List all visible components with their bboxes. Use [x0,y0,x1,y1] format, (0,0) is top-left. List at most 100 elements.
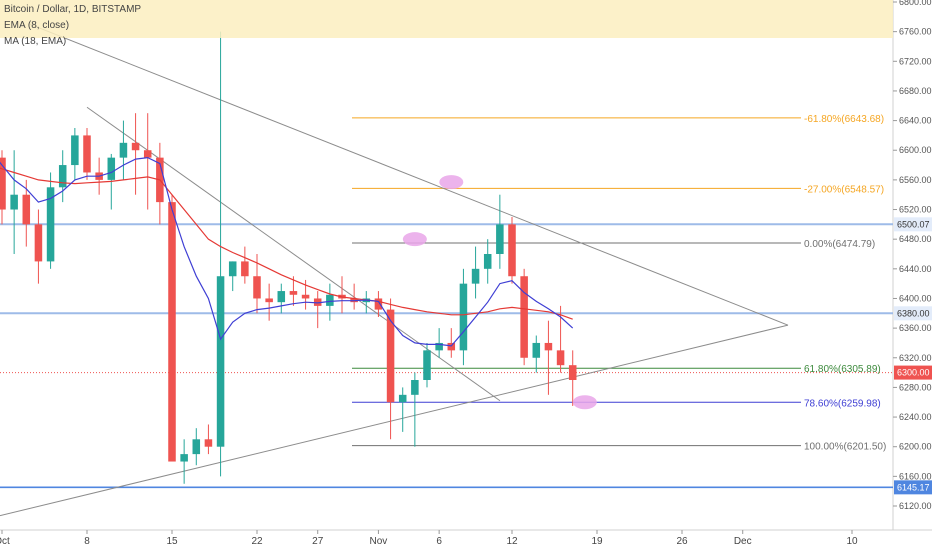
y-tick-label: 6600.00 [899,145,932,155]
current-price-tag [894,365,932,380]
x-tick-label: 22 [251,536,263,547]
inner-trendline [86,106,501,402]
candle-body [192,439,201,455]
candle-body [398,394,407,403]
candle-body [180,454,188,462]
x-tick-label: 19 [591,536,603,547]
candle-body [0,157,6,210]
candle-body [374,298,383,310]
y-tick-label: 6320.00 [899,353,932,363]
fib-level-label: -61.80%(6643.68) [804,114,884,125]
candle-body [520,276,528,358]
fib-level-label: 100.00%(6201.50) [804,442,886,453]
fib-level-label: -27.00%(6548.57) [804,184,884,195]
highlight-marker [402,232,427,247]
candle-body [386,309,395,403]
candle-body [568,365,577,380]
candle-body [168,202,176,462]
y-tick-label: 6360.00 [899,323,932,333]
fib-level-label: 61.80%(6305.89) [804,364,881,375]
y-tick-label: 6160.00 [899,471,932,481]
fib-level-label: 78.60%(6259.98) [804,398,881,409]
candle-body [71,135,79,166]
x-tick-label: 26 [676,536,688,547]
candle-body [241,261,249,277]
y-tick-label: 6440.00 [899,264,932,274]
candle-body [289,291,298,295]
ma-18-line [0,167,573,320]
chart-legend-panel [0,0,893,38]
candle-body [22,194,31,225]
x-tick-label: 8 [84,536,90,547]
ma-legend[interactable]: MA (18, EMA) [4,36,67,47]
x-tick-label: Dec [734,536,752,547]
candle-body [313,298,322,306]
x-tick-label: 10 [846,536,858,547]
candle-body [411,380,419,395]
y-tick-label: 6280.00 [899,382,932,392]
ema-8-line [0,156,574,347]
x-tick-label: Oct [0,536,10,547]
candle-body [131,142,140,151]
candle-body [301,294,310,299]
candle-body [556,350,565,366]
horizontal-level-tag [894,306,932,321]
horizontal-level-label: 6380.00 [897,308,930,318]
candle-body [483,254,492,269]
candle-body [83,135,91,173]
candle-body [10,194,18,210]
x-tick-label: 6 [436,536,442,547]
candle-body [204,439,213,447]
upper-trendline [29,23,789,326]
y-tick-label: 6200.00 [899,442,932,452]
candle-body [265,298,273,303]
x-tick-label: Nov [370,536,388,547]
fib-level-label: 0.00%(6474.79) [804,239,875,250]
candle-body [107,157,116,180]
candle-body [253,276,261,299]
candle-body [508,224,516,277]
current-price-label: 6300.00 [897,368,930,378]
candle-body [532,342,541,358]
y-tick-label: 6120.00 [899,501,932,511]
candle-body [277,291,286,303]
y-tick-label: 6680.00 [899,86,932,96]
highlight-marker [572,395,597,410]
candle-body [46,187,55,262]
lower-trendline [0,324,789,517]
ema-legend[interactable]: EMA (8, close) [4,20,70,31]
y-tick-label: 6760.00 [899,27,932,37]
candle-body [143,150,152,158]
horizontal-level-label: 6145.17 [897,482,930,492]
candle-body [459,283,468,351]
candle-body [544,342,553,351]
highlight-marker [439,175,464,190]
candle-body [228,261,237,277]
candle-body [471,268,480,284]
symbol-title[interactable]: Bitcoin / Dollar, 1D, BITSTAMP [4,4,142,15]
x-tick-label: 15 [166,536,178,547]
candle-body [58,165,67,188]
x-tick-label: 12 [506,536,518,547]
horizontal-level-label: 6500.07 [897,219,930,229]
horizontal-level-tag [894,217,932,232]
candle-body [326,294,334,306]
candle-body [34,224,43,262]
candle-body [496,224,504,254]
y-tick-label: 6800.00 [899,0,932,7]
y-tick-label: 6560.00 [899,175,932,185]
y-tick-label: 6520.00 [899,205,932,215]
y-tick-label: 6640.00 [899,116,932,126]
y-tick-label: 6480.00 [899,234,932,244]
x-tick-label: 27 [312,536,324,547]
y-tick-label: 6720.00 [899,56,932,66]
horizontal-level-tag [894,480,932,495]
candle-body [423,350,431,380]
candle-body [119,142,128,158]
y-tick-label: 6400.00 [899,293,932,303]
candle-body [435,342,443,351]
y-tick-label: 6240.00 [899,412,932,422]
